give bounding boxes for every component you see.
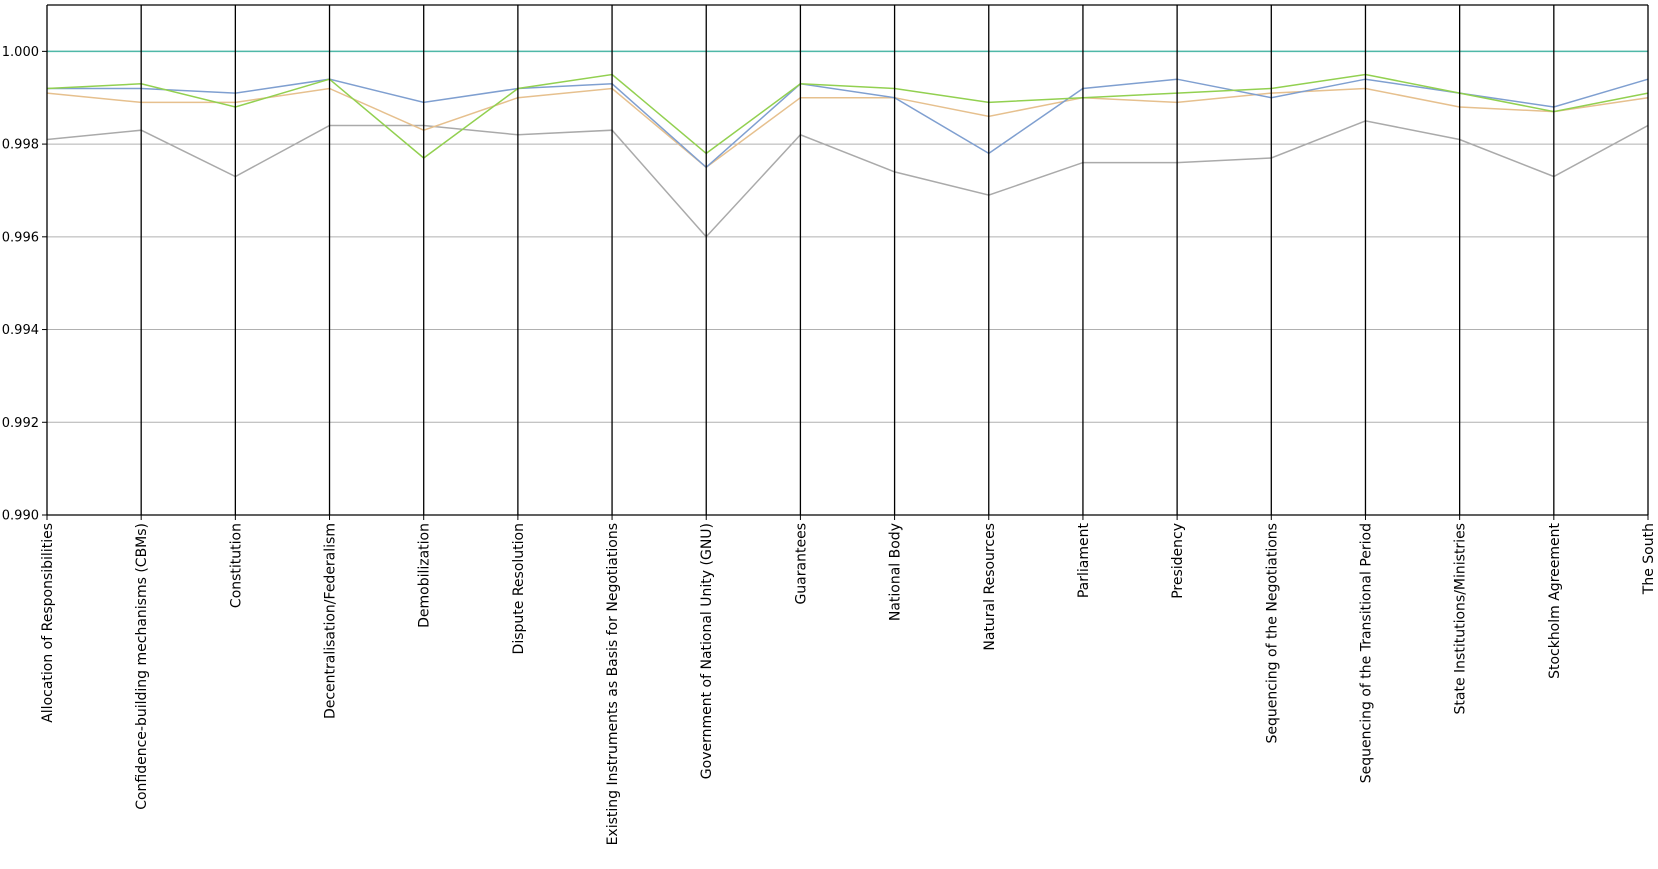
category-label: Stockholm Agreement xyxy=(1547,522,1563,678)
y-tick-label: 0.990 xyxy=(2,509,39,524)
category-label: Guarantees xyxy=(793,523,809,605)
category-label: Allocation of Responsibilities xyxy=(40,523,56,723)
category-label: Existing Instruments as Basis for Negoti… xyxy=(605,523,621,845)
y-tick-label: 0.996 xyxy=(2,230,39,245)
category-label: Parliament xyxy=(1076,522,1092,598)
series-lines xyxy=(46,50,1649,238)
category-label: Sequencing of the Negotiations xyxy=(1264,523,1280,744)
category-label: National Body xyxy=(888,523,904,621)
y-tick-label: 0.994 xyxy=(2,323,39,338)
y-tick-labels: 0.990 0.992 0.994 0.996 0.998 1.000 xyxy=(2,45,47,524)
category-label: The South xyxy=(1641,523,1657,595)
plot-frame xyxy=(47,4,1648,516)
series-line-3 xyxy=(46,87,1649,169)
category-label: Confidence-building mechanisms (CBMs) xyxy=(134,523,150,810)
category-labels: Allocation of Responsibilities Confidence… xyxy=(40,515,1657,845)
category-label: Decentralisation/Federalism xyxy=(323,523,339,719)
category-label: Dispute Resolution xyxy=(511,523,527,654)
category-label: Constitution xyxy=(228,523,244,608)
series-line-5 xyxy=(46,73,1649,159)
y-tick-label: 0.992 xyxy=(2,416,39,431)
series-line-4 xyxy=(47,78,1649,169)
y-tick-label: 1.000 xyxy=(2,45,39,60)
category-axes xyxy=(46,5,1649,515)
category-label: Government of National Unity (GNU) xyxy=(699,523,715,779)
category-label: State Institutions/Ministries xyxy=(1453,523,1469,714)
category-label: Natural Resources xyxy=(982,523,998,651)
series-line-2 xyxy=(46,120,1649,238)
category-label: Presidency xyxy=(1170,523,1186,599)
y-tick-label: 0.998 xyxy=(2,138,39,153)
category-label: Sequencing of the Transitional Period xyxy=(1358,523,1374,783)
category-label: Demobilization xyxy=(417,523,433,628)
